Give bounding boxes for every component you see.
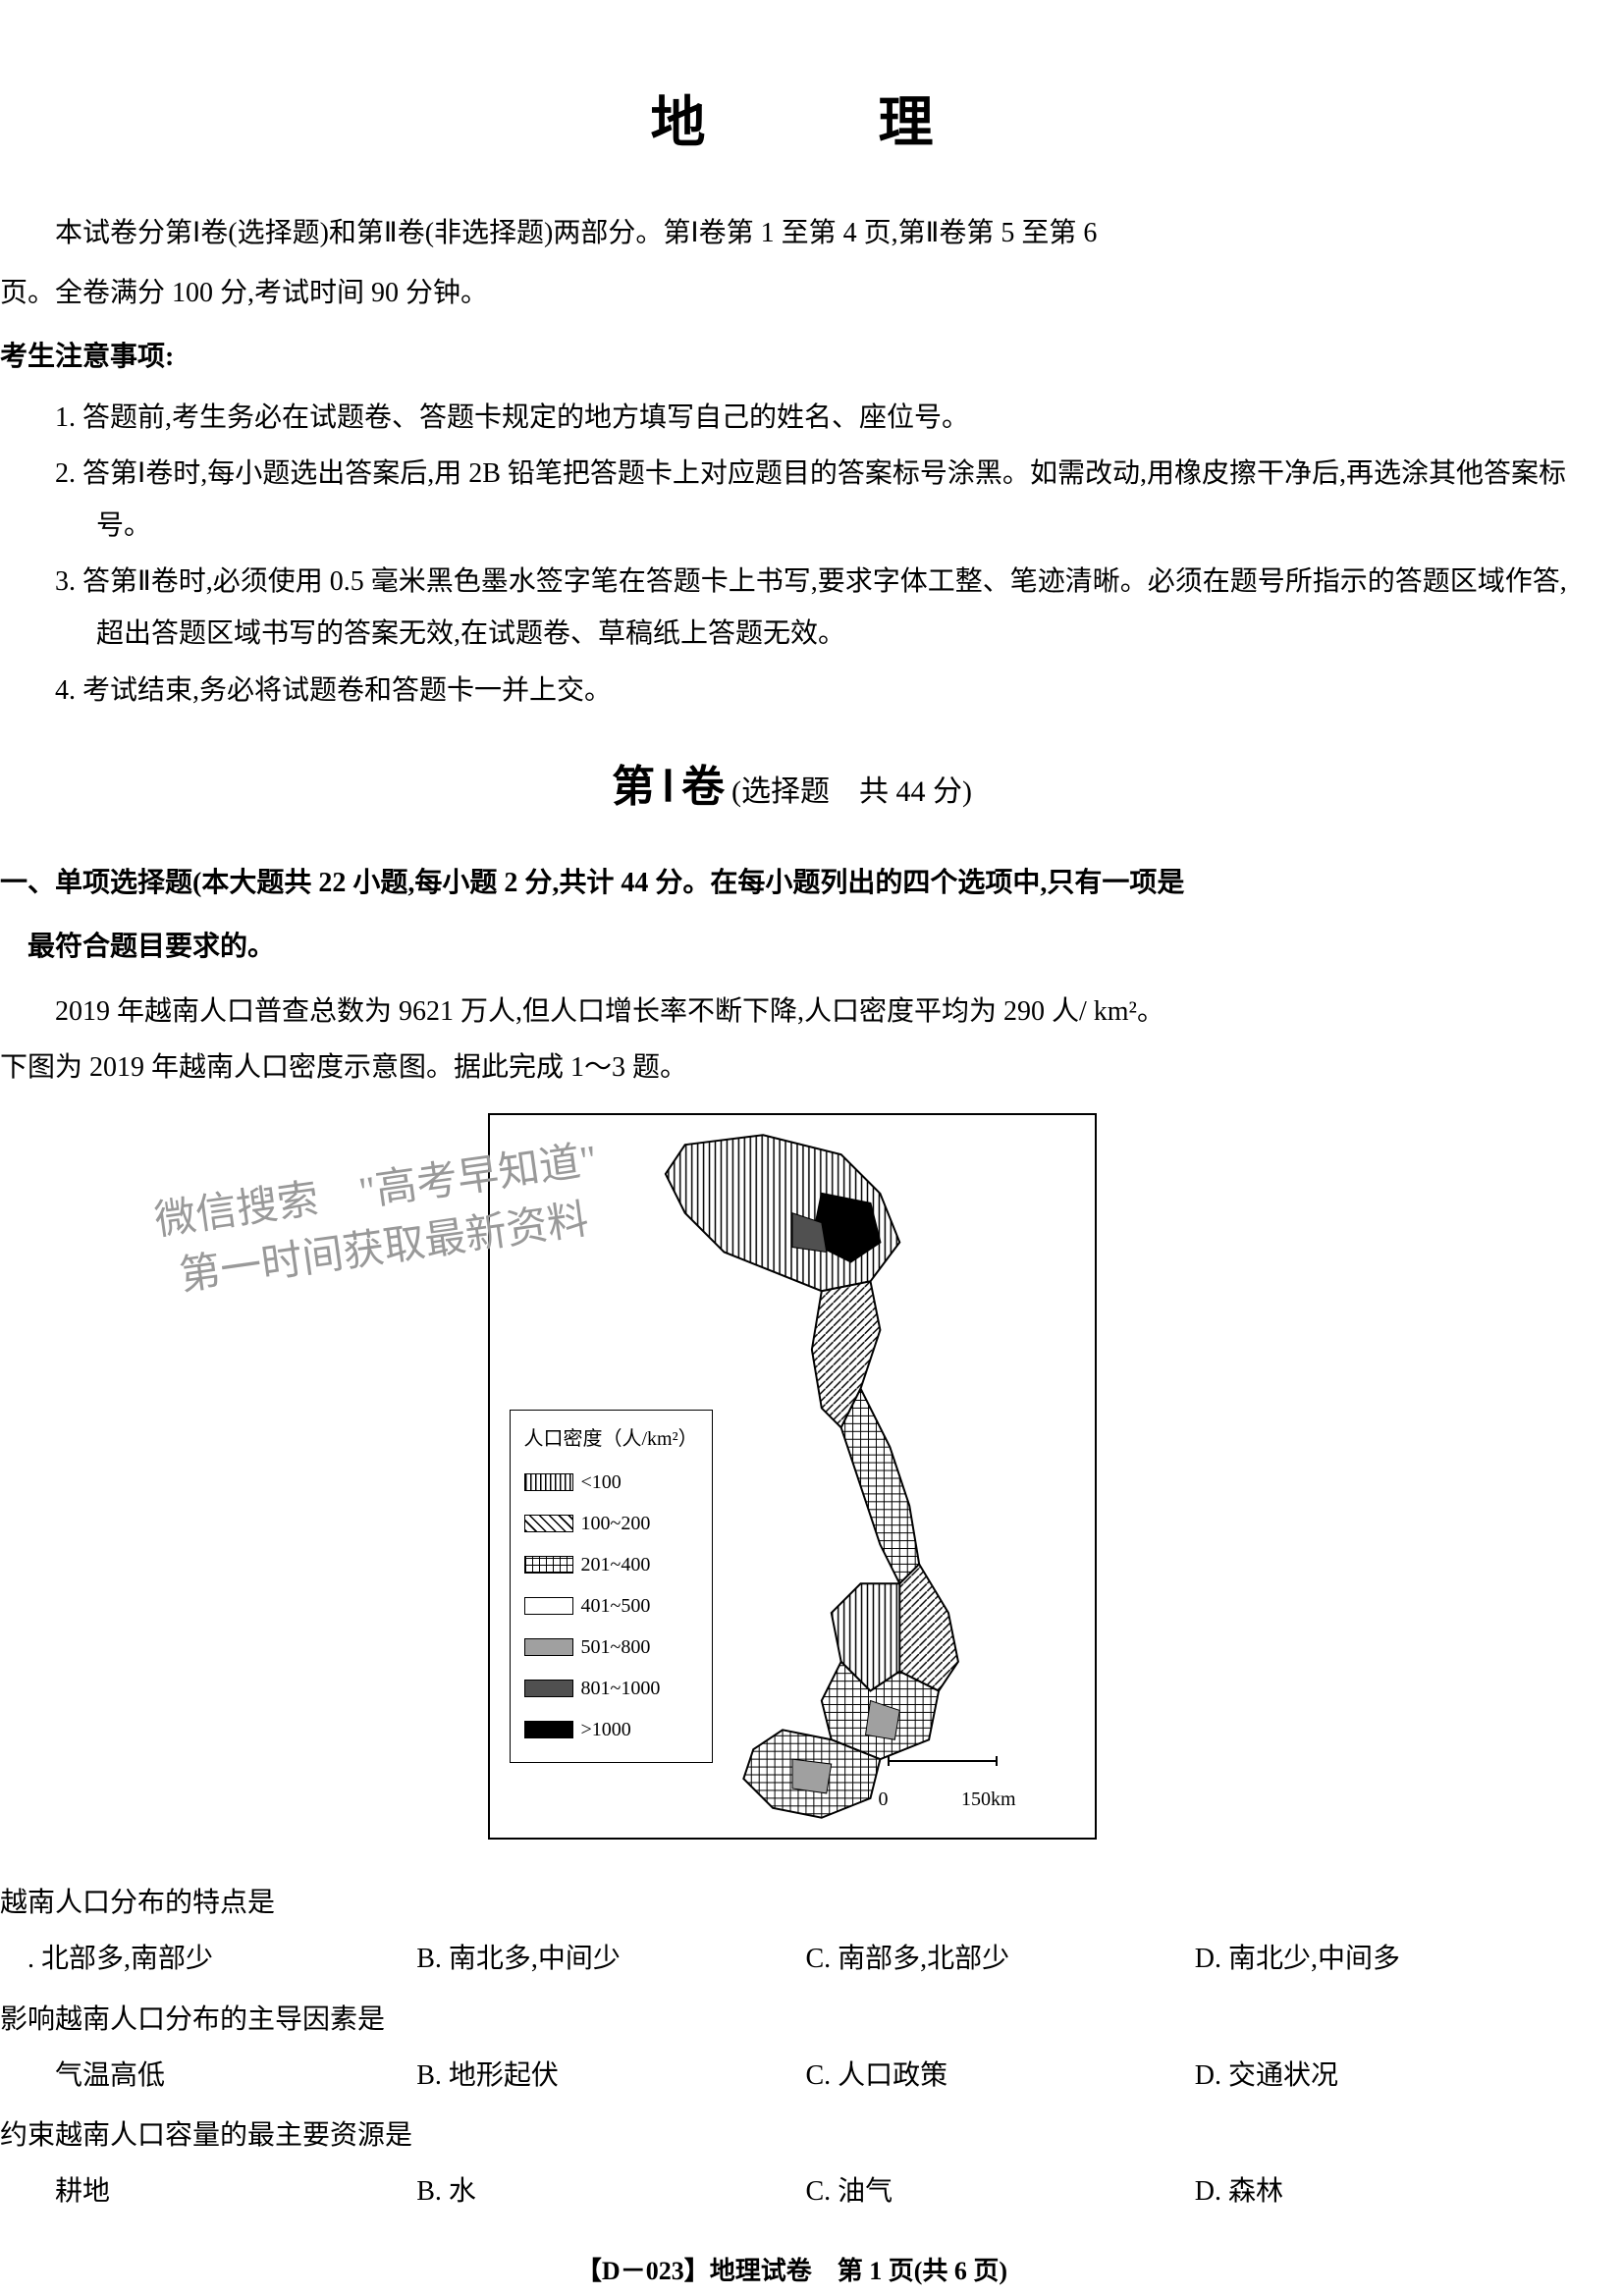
notice-heading: 考生注意事项: bbox=[0, 331, 1584, 383]
part1-main: 第 bbox=[612, 763, 655, 811]
scale-150: 150km bbox=[961, 1781, 1016, 1818]
legend-label-1: 100~200 bbox=[581, 1505, 651, 1542]
map-legend: 人口密度（人/km²） <100 100~200 201~400 401~500 bbox=[510, 1410, 713, 1763]
q1-option-d[interactable]: D. 南北少,中间多 bbox=[1195, 1933, 1584, 1985]
map-container: 微信搜索 "高考早知道" 第一时间获取最新资料 bbox=[0, 1113, 1584, 1857]
part1-title: 第 Ⅰ 卷 (选择题 共 44 分) bbox=[0, 746, 1584, 828]
map-scale: 0 150km bbox=[879, 1746, 1016, 1818]
q1-stem: 越南人口分布的特点是 bbox=[0, 1877, 1584, 1929]
q3-stem: 约束越南人口容量的最主要资源是 bbox=[0, 2109, 1584, 2162]
footer-subject: 地理试卷 bbox=[710, 2257, 812, 2285]
map-mekong-dense bbox=[792, 1759, 832, 1793]
legend-item-3: 401~500 bbox=[524, 1587, 698, 1625]
legend-item-2: 201~400 bbox=[524, 1546, 698, 1583]
instruction-4: 4. 考试结束,务必将试题卷和答题卡一并上交。 bbox=[41, 665, 1584, 717]
context-line2: 下图为 2019 年越南人口密度示意图。据此完成 1～3 题。 bbox=[0, 1041, 1584, 1094]
legend-item-5: 801~1000 bbox=[524, 1670, 698, 1707]
legend-item-0: <100 bbox=[524, 1464, 698, 1501]
legend-label-5: 801~1000 bbox=[581, 1670, 661, 1707]
q2-option-c[interactable]: C. 人口政策 bbox=[806, 2050, 1195, 2102]
legend-item-6: >1000 bbox=[524, 1711, 698, 1748]
map-box: 人口密度（人/km²） <100 100~200 201~400 401~500 bbox=[488, 1113, 1097, 1840]
q2-stem: 影响越南人口分布的主导因素是 bbox=[0, 1994, 1584, 2046]
q3-options: 耕地 B. 水 C. 油气 D. 森林 bbox=[0, 2165, 1584, 2217]
legend-label-0: <100 bbox=[581, 1464, 622, 1501]
legend-item-1: 100~200 bbox=[524, 1505, 698, 1542]
q1-option-c[interactable]: C. 南部多,北部少 bbox=[806, 1933, 1195, 1985]
q3-option-c[interactable]: C. 油气 bbox=[806, 2165, 1195, 2217]
q1-option-a[interactable]: . 北部多,南部少 bbox=[27, 1933, 416, 1985]
footer-code: 【D－023】 bbox=[576, 2257, 710, 2285]
page-title: 地 理 bbox=[0, 79, 1584, 158]
q1-options: . 北部多,南部少 B. 南北多,中间少 C. 南部多,北部少 D. 南北少,中… bbox=[0, 1933, 1584, 1985]
part1-main2: 卷 bbox=[681, 763, 725, 811]
scale-0: 0 bbox=[879, 1781, 889, 1818]
q2-option-a[interactable]: 气温高低 bbox=[27, 2050, 416, 2102]
legend-label-3: 401~500 bbox=[581, 1587, 651, 1625]
legend-swatch-0 bbox=[524, 1473, 573, 1491]
section1-head: 一、单项选择题(本大题共 22 小题,每小题 2 分,共计 44 分。在每小题列… bbox=[0, 857, 1584, 909]
legend-swatch-1 bbox=[524, 1515, 573, 1532]
legend-label-6: >1000 bbox=[581, 1711, 631, 1748]
q3-option-a[interactable]: 耕地 bbox=[27, 2165, 416, 2217]
intro-line2: 页。全卷满分 100 分,考试时间 90 分钟。 bbox=[0, 267, 1584, 319]
section1-head2: 最符合题目要求的。 bbox=[0, 921, 1584, 973]
legend-title: 人口密度（人/km²） bbox=[524, 1420, 698, 1458]
instruction-1: 1. 答题前,考生务必在试题卷、答题卡规定的地方填写自己的姓名、座位号。 bbox=[41, 392, 1584, 444]
legend-item-4: 501~800 bbox=[524, 1629, 698, 1666]
page-footer: 【D－023】地理试卷 第 1 页(共 6 页) bbox=[0, 2247, 1584, 2295]
legend-swatch-3 bbox=[524, 1597, 573, 1615]
scale-svg bbox=[879, 1746, 1016, 1776]
context-line1: 2019 年越南人口普查总数为 9621 万人,但人口增长率不断下降,人口密度平… bbox=[0, 986, 1584, 1038]
legend-swatch-5 bbox=[524, 1680, 573, 1697]
legend-label-4: 501~800 bbox=[581, 1629, 651, 1666]
intro-line1: 本试卷分第Ⅰ卷(选择题)和第Ⅱ卷(非选择题)两部分。第Ⅰ卷第 1 至第 4 页,… bbox=[0, 207, 1584, 259]
legend-swatch-2 bbox=[524, 1556, 573, 1574]
part1-sub: (选择题 共 44 分) bbox=[731, 775, 972, 808]
q2-options: 气温高低 B. 地形起伏 C. 人口政策 D. 交通状况 bbox=[0, 2050, 1584, 2102]
legend-swatch-4 bbox=[524, 1638, 573, 1656]
footer-page: 第 1 页(共 6 页) bbox=[838, 2257, 1007, 2285]
q2-option-b[interactable]: B. 地形起伏 bbox=[416, 2050, 805, 2102]
legend-swatch-6 bbox=[524, 1721, 573, 1738]
instruction-2: 2. 答第Ⅰ卷时,每小题选出答案后,用 2B 铅笔把答题卡上对应题目的答案标号涂… bbox=[41, 448, 1584, 552]
content-area: 本试卷分第Ⅰ卷(选择题)和第Ⅱ卷(非选择题)两部分。第Ⅰ卷第 1 至第 4 页,… bbox=[0, 207, 1584, 2296]
legend-label-2: 201~400 bbox=[581, 1546, 651, 1583]
q3-option-d[interactable]: D. 森林 bbox=[1195, 2165, 1584, 2217]
q3-option-b[interactable]: B. 水 bbox=[416, 2165, 805, 2217]
part1-roman: Ⅰ bbox=[662, 763, 675, 811]
q2-option-d[interactable]: D. 交通状况 bbox=[1195, 2050, 1584, 2102]
q1-option-b[interactable]: B. 南北多,中间少 bbox=[416, 1933, 805, 1985]
map-central-strip bbox=[840, 1389, 918, 1584]
instruction-3: 3. 答第Ⅱ卷时,必须使用 0.5 毫米黑色墨水签字笔在答题卡上书写,要求字体工… bbox=[41, 556, 1584, 660]
